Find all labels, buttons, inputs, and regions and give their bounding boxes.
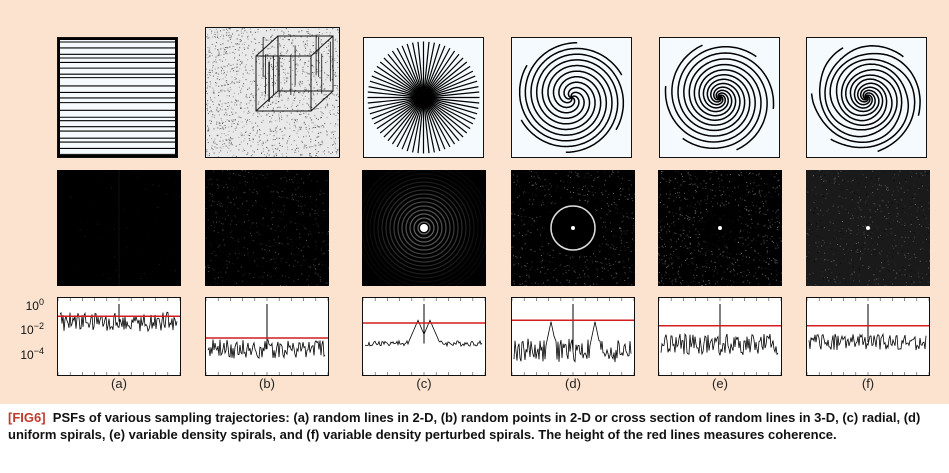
psf-c-drawing (362, 170, 486, 286)
psf-image-e (658, 170, 782, 286)
trajectory-d (511, 37, 632, 158)
coherence-plot-f (806, 297, 930, 376)
figure-caption: [FIG6] PSFs of various sampling trajecto… (8, 410, 938, 443)
y-tick-0: 100 (25, 297, 44, 313)
psf-a-drawing (58, 170, 180, 286)
caption-text: PSFs of various sampling trajectories: (… (8, 410, 921, 442)
coherence-plot-d (511, 297, 635, 376)
psf-image-a (57, 170, 181, 286)
trajectory-e (659, 37, 780, 158)
plot-f-drawing (807, 298, 929, 375)
perturbed-spiral-drawing (810, 45, 921, 153)
psf-e-drawing (658, 170, 782, 286)
y-tick-1: 10−2 (20, 321, 44, 337)
trajectory-f (806, 37, 927, 158)
plot-d-drawing (512, 298, 634, 375)
panel-label-c: (c) (416, 376, 432, 391)
y-tick-2: 10−4 (20, 346, 44, 362)
plot-b-drawing (206, 298, 328, 375)
psf-image-b (205, 170, 329, 286)
variable-density-spiral-drawing (664, 44, 775, 151)
figure-tag: [FIG6] (8, 410, 46, 425)
panel-label-e: (e) (712, 376, 728, 391)
coherence-plot-c (362, 297, 486, 376)
figure: 100 10−2 10−4 (a) (b) (c) (d) (0, 0, 949, 404)
coherence-plot-e (658, 297, 782, 376)
psf-f-drawing (806, 170, 930, 286)
trajectory-c (363, 37, 484, 158)
trajectory-a (57, 37, 178, 158)
panel-label-d: (d) (565, 376, 581, 391)
psf-d-drawing (511, 170, 635, 286)
random-points-cube-drawing (206, 28, 339, 157)
panel-label-a: (a) (111, 376, 127, 391)
random-lines-drawing (58, 38, 177, 157)
coherence-plot-b (205, 297, 329, 376)
panel-label-b: (b) (259, 376, 275, 391)
radial-drawing (367, 41, 480, 154)
psf-image-c (362, 170, 486, 286)
plot-a-drawing (58, 298, 180, 375)
psf-image-f (806, 170, 930, 286)
panel-label-f: (f) (861, 376, 875, 391)
coherence-plot-a (57, 297, 181, 376)
uniform-spiral-drawing (518, 42, 625, 153)
plot-c-drawing (363, 298, 485, 375)
psf-image-d (511, 170, 635, 286)
plot-e-drawing (659, 298, 781, 375)
psf-b-drawing (205, 170, 329, 286)
trajectory-b (205, 27, 340, 158)
